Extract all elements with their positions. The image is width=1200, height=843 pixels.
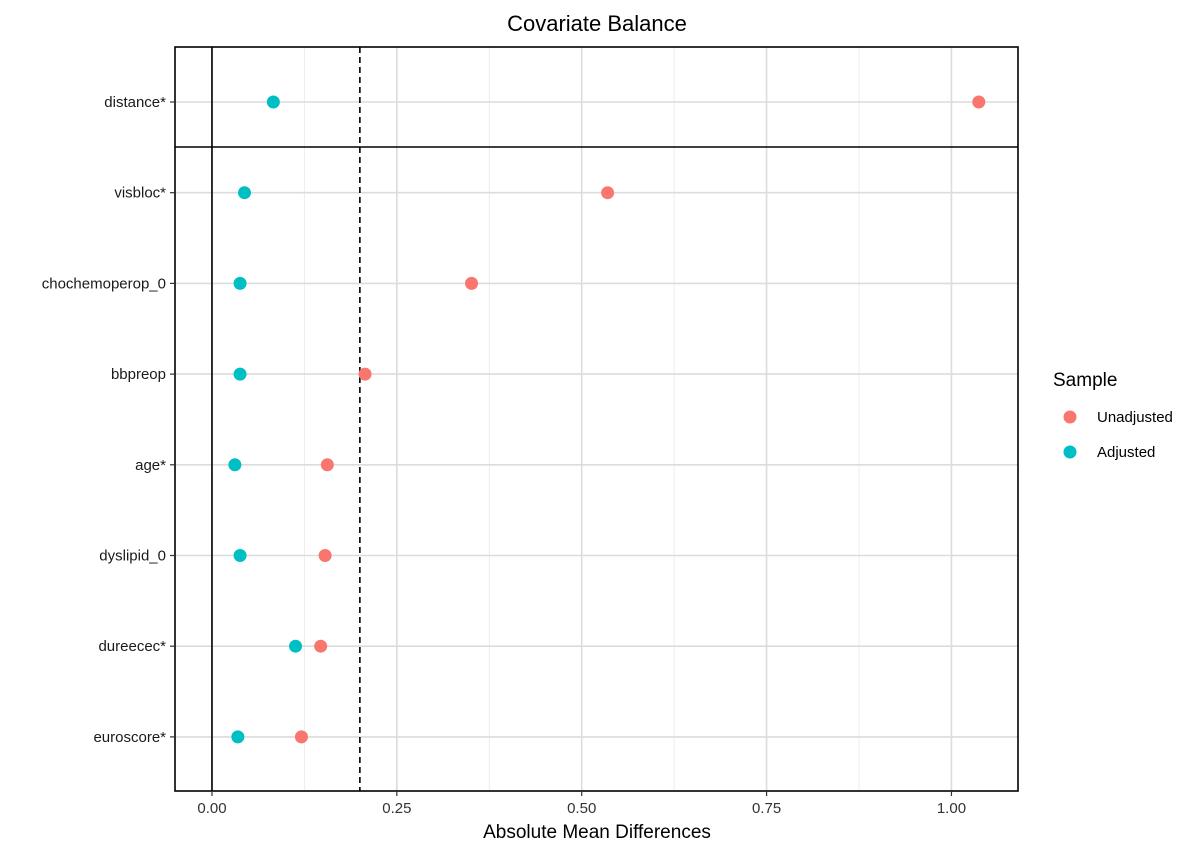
legend-items: Unadjusted Adjusted <box>1063 409 1173 461</box>
plot-panel-border <box>174 46 1019 792</box>
y-tick-label: bbpreop <box>111 366 166 383</box>
point-adjusted <box>266 95 280 109</box>
points-layer <box>228 95 986 744</box>
reference-layer <box>211 47 361 791</box>
point-adjusted <box>233 276 247 290</box>
x-tick-label: 0.75 <box>752 800 781 817</box>
x-tick-label: 1.00 <box>937 800 966 817</box>
point-adjusted <box>228 458 242 472</box>
legend-key-adjusted <box>1063 445 1077 459</box>
legend-label: Adjusted <box>1097 444 1155 461</box>
x-axis-label: Absolute Mean Differences <box>483 822 711 843</box>
point-unadjusted <box>320 458 334 472</box>
legend-title: Sample <box>1053 370 1117 391</box>
y-tick-label: visbloc* <box>114 185 166 202</box>
x-tick-label: 0.00 <box>197 800 226 817</box>
x-tick-label: 0.50 <box>567 800 596 817</box>
y-tick-label: euroscore* <box>93 729 166 746</box>
point-unadjusted <box>314 639 328 653</box>
point-unadjusted <box>294 730 308 744</box>
y-tick-label: age* <box>135 457 166 474</box>
x-tick-label: 0.25 <box>382 800 411 817</box>
grid-layer <box>175 47 1018 791</box>
point-adjusted <box>238 186 252 200</box>
x-axis: 0.00 0.25 0.50 0.75 1.00 <box>197 791 966 817</box>
point-adjusted <box>233 549 247 562</box>
legend-label: Unadjusted <box>1097 409 1173 426</box>
y-tick-label: dureecec* <box>98 638 166 655</box>
legend-key-unadjusted <box>1063 410 1077 424</box>
legend: Sample Unadjusted Adjusted <box>1053 370 1173 461</box>
point-unadjusted <box>972 95 986 109</box>
y-tick-label: chochemoperop_0 <box>42 275 166 292</box>
point-unadjusted <box>358 367 372 381</box>
point-adjusted <box>289 639 303 653</box>
point-unadjusted <box>601 186 615 200</box>
point-adjusted <box>233 367 247 381</box>
point-adjusted <box>231 730 245 744</box>
point-unadjusted <box>465 276 479 290</box>
y-tick-label: dyslipid_0 <box>99 548 166 565</box>
y-tick-label: distance* <box>104 94 166 111</box>
chart-title: Covariate Balance <box>507 11 687 36</box>
point-unadjusted <box>318 549 332 562</box>
